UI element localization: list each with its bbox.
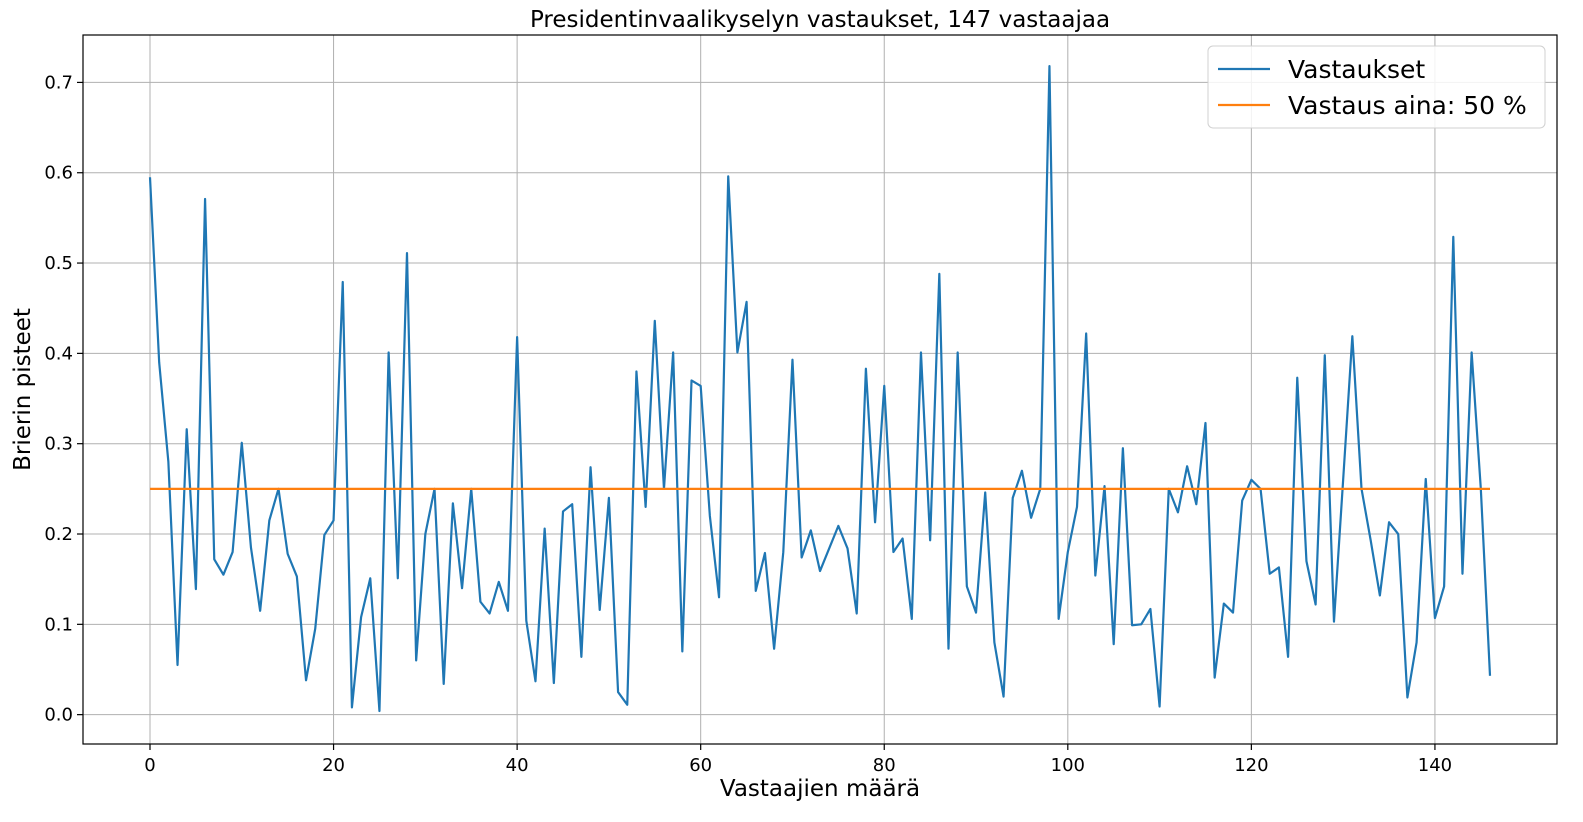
x-tick-label: 120 <box>1234 755 1268 776</box>
legend-label-vastaus-aina: Vastaus aina: 50 % <box>1288 91 1527 120</box>
y-tick-label: 0.0 <box>44 705 73 726</box>
y-tick-label: 0.1 <box>44 614 73 635</box>
y-tick-label: 0.6 <box>44 163 73 184</box>
y-tick-label: 0.7 <box>44 72 73 93</box>
x-tick-label: 80 <box>873 755 896 776</box>
x-tick-label: 140 <box>1418 755 1452 776</box>
series-line-vastaukset <box>148 65 1492 713</box>
x-axis-label: Vastaajien määrä <box>720 776 920 802</box>
x-tick-label: 40 <box>506 755 529 776</box>
y-tick-label: 0.5 <box>44 253 73 274</box>
x-tick-label: 20 <box>322 755 345 776</box>
grid <box>83 35 1557 744</box>
series-layer <box>148 65 1492 713</box>
axes-frame <box>82 34 1558 745</box>
ticks: 0 20 40 60 80 100 120 140 0.0 0.1 0.2 0.3 0.4 0.5 0.6 0… <box>44 72 1452 776</box>
x-tick-label: 100 <box>1051 755 1085 776</box>
x-tick-label: 0 <box>144 755 155 776</box>
legend-label-vastaukset: Vastaukset <box>1288 55 1425 84</box>
legend-box <box>1207 45 1546 129</box>
legend: Vastaukset Vastaus aina: 50 % <box>1207 45 1546 129</box>
y-tick-label: 0.2 <box>44 524 73 545</box>
y-tick-label: 0.3 <box>44 434 73 455</box>
y-tick-label: 0.4 <box>44 343 73 364</box>
x-tick-label: 60 <box>689 755 712 776</box>
y-axis-label: Brierin pisteet <box>10 308 36 471</box>
chart-title: Presidentinvaalikyselyn vastaukset, 147 … <box>530 7 1110 33</box>
